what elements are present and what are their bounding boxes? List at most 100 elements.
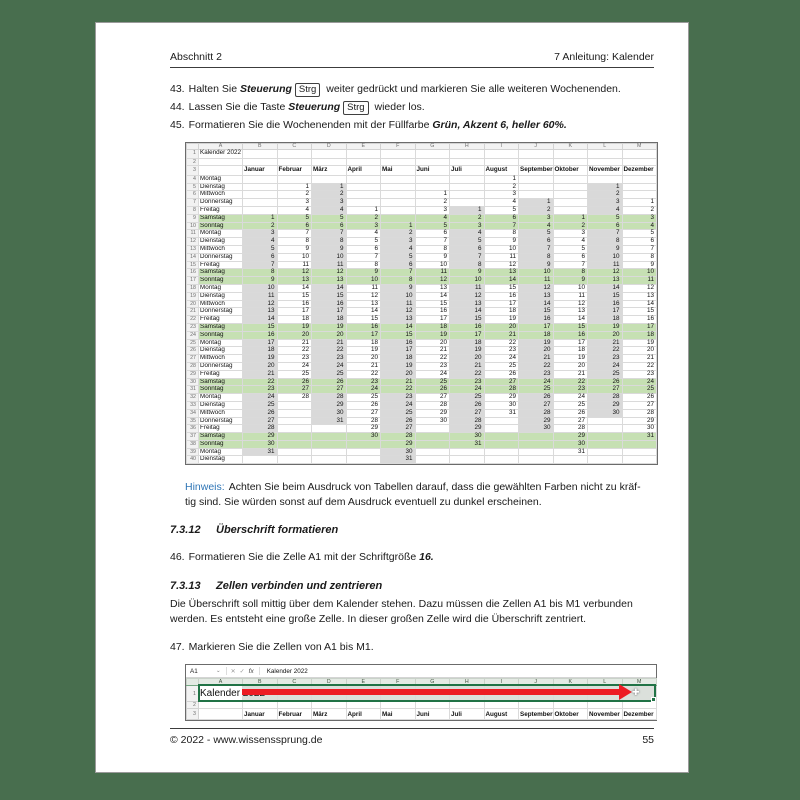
calendar-day-cell: 9: [414, 252, 450, 262]
row-number: 2: [186, 701, 199, 710]
row-number: 32: [186, 393, 199, 402]
calendar-day-cell: [380, 174, 416, 184]
formula-value: Kalender 2022: [266, 667, 308, 675]
empty-cell: [242, 701, 278, 710]
calendar-day-cell: 5: [587, 213, 623, 223]
weekday-label: Samstag: [198, 268, 243, 278]
calendar-day-cell: 28: [621, 408, 657, 418]
step-number: 43.: [170, 83, 185, 95]
calendar-day-cell: [552, 174, 588, 184]
calendar-day-cell: [587, 439, 623, 449]
row-number: 11: [186, 229, 199, 239]
calendar-day-cell: [449, 174, 485, 184]
calendar-week-row: 5 Dienstag 1 1 2 1: [186, 182, 657, 192]
month-header: Juli: [449, 708, 485, 721]
step-emphasis: Steuerung: [288, 101, 341, 113]
calendar-day-cell: [345, 190, 381, 200]
paragraph-line: werden. Es entsteht eine große Zelle. In…: [170, 612, 587, 625]
corner-box: [186, 678, 199, 687]
calendar-week-row: 34 Mittwoch 26 30 27 25 29 27 31 28 26 30 28: [186, 408, 657, 418]
month-header: Dezember: [621, 708, 657, 721]
paragraph-line: Die Überschrift soll mittig über dem Kal…: [170, 598, 633, 611]
empty-cell: [587, 157, 623, 167]
row-number: 19: [186, 291, 199, 301]
calendar-week-row: 29 Freitag 21 25 25 22 20 24 22 26 23 21 25 23: [186, 369, 657, 379]
empty-cell: [276, 157, 312, 167]
formula-bar: A1 ⌄ ✕ ✓ fx Kalender 2022: [186, 665, 656, 679]
drag-arrow-head: [619, 683, 632, 700]
weekday-label: Montag: [198, 174, 243, 184]
calendar-day-cell: 17: [345, 330, 381, 340]
calendar-week-row: 30 Samstag 22 26 26 23 21 25 23 27 24 22 26 24: [186, 377, 657, 387]
empty-cell: [198, 165, 243, 176]
row-number: 4: [186, 174, 199, 184]
step-text-part: weiter gedrückt und markieren Sie alle w…: [323, 83, 621, 95]
calendar-week-row: 4 Montag 1: [186, 174, 657, 184]
instruction-steps: 43. Halten Sie Steuerung Strg weiter gedr…: [170, 80, 654, 134]
step-43: 43. Halten Sie Steuerung Strg weiter gedr…: [170, 80, 654, 98]
empty-cell: [311, 157, 347, 167]
calendar-day-cell: [587, 455, 623, 465]
section-heading-7313: 7.3.13 Zellen verbinden und zentrieren: [170, 580, 654, 592]
row-number: 39: [186, 447, 199, 457]
calendar-day-cell: 31: [380, 455, 416, 465]
calendar-day-cell: 15: [380, 330, 416, 340]
calendar-day-cell: [380, 205, 416, 215]
month-header-row: 3 Januar Februar März April Mai Juni Juli August…: [186, 165, 657, 176]
calendar-day-cell: 5: [380, 252, 416, 262]
step-emphasis: Grün, Akzent 6, heller 60%.: [432, 119, 567, 131]
row-number: 20: [186, 299, 199, 309]
calendar-day-cell: 3: [621, 213, 657, 223]
weekday-label: Freitag: [198, 369, 243, 379]
weekday-label: Mittwoch: [198, 244, 243, 254]
calendar-day-cell: [518, 182, 554, 192]
empty-cell: [276, 701, 312, 710]
calendar-week-row: 8 Freitag 4 4 1 3 1 5 2 4 2: [186, 205, 657, 215]
calendar-week-row: 39 Montag 31 30 31: [186, 447, 657, 457]
weekday-label: Dienstag: [198, 346, 243, 356]
row-number: 7: [186, 198, 199, 207]
month-header: April: [345, 165, 381, 176]
row-number: 28: [186, 361, 199, 371]
empty-cell: [198, 708, 243, 721]
calendar-day-cell: 2: [449, 213, 485, 223]
empty-cell: [414, 149, 450, 159]
calendar-week-row: 17 Sonntag 9 13 13 10 8 12 10 14 11 9 13 11: [186, 276, 657, 285]
empty-row: 2: [186, 157, 657, 167]
calendar-day-cell: 15: [276, 291, 312, 301]
row-number: 10: [186, 221, 199, 231]
calendar-day-cell: 31: [621, 432, 657, 441]
weekday-label: Dienstag: [198, 237, 243, 246]
step-text-part: Formatieren Sie die Zelle A1 mit der Sch…: [188, 551, 420, 564]
col-letter: A: [198, 678, 243, 687]
step-text-part: wieder los.: [371, 101, 425, 113]
weekday-label: Dienstag: [198, 291, 243, 301]
page-header: Abschnitt 2 7 Anleitung: Kalender: [170, 51, 654, 68]
calendar-day-cell: [345, 447, 381, 457]
row-number: 36: [186, 424, 199, 434]
row-number: 1: [186, 149, 199, 159]
calendar-day-cell: 29: [414, 408, 450, 418]
weekday-label: Samstag: [198, 377, 243, 387]
calendar-day-cell: 5: [311, 213, 347, 223]
calendar-day-cell: 20: [587, 330, 623, 340]
step-number: 46.: [170, 551, 185, 564]
col-letter: G: [414, 678, 450, 687]
col-letter: H: [449, 678, 485, 687]
step-47: 47. Markieren Sie die Zellen von A1 bis …: [170, 638, 654, 656]
calendar-week-row: 32 Montag 24 28 28 25 23 27 25 29 26 24 28 26: [186, 393, 657, 402]
row-number: 9: [186, 213, 199, 223]
calendar-day-cell: [276, 416, 312, 426]
empty-cell: [587, 149, 623, 159]
divider: [258, 667, 260, 676]
step-text: Halten Sie Steuerung Strg weiter gedrückt…: [189, 80, 621, 98]
step-44: 44. Lassen Sie die Taste Steuerung Strg w…: [170, 98, 654, 116]
calendar-day-cell: 31: [242, 447, 278, 457]
step-emphasis: 16.: [419, 551, 434, 564]
calendar-day-cell: [380, 213, 416, 223]
calendar-day-cell: [276, 174, 312, 184]
calendar-day-cell: [449, 182, 485, 192]
cell-a1: Kalender 2022: [198, 685, 265, 703]
row-number: 34: [186, 408, 199, 418]
